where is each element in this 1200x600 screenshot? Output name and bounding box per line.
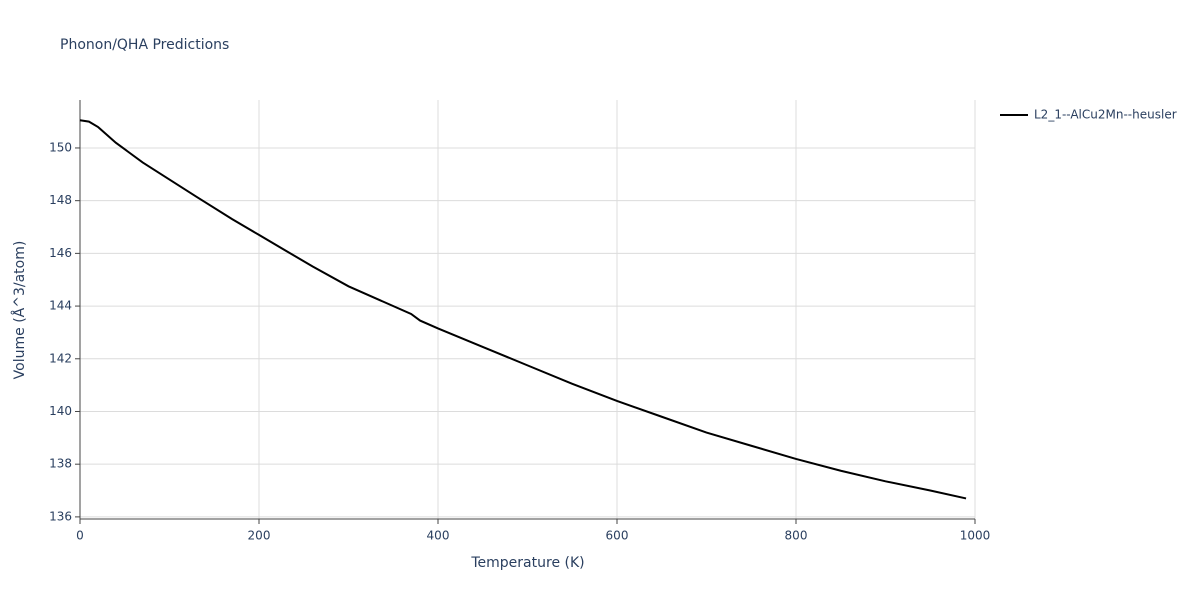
y-tick-label: 150 (49, 140, 72, 154)
x-tick-label: 600 (606, 529, 629, 543)
grid (75, 100, 976, 524)
x-tick-label: 200 (248, 529, 271, 543)
legend-label: L2_1--AlCu2Mn--heusler (1034, 108, 1177, 122)
x-tick-label: 800 (785, 529, 808, 543)
x-axis-label: Temperature (K) (470, 555, 584, 571)
plot (79, 119, 967, 500)
y-tick-label: 146 (49, 246, 72, 260)
chart-title: Phonon/QHA Predictions (60, 37, 229, 53)
y-tick-label: 142 (49, 351, 72, 365)
y-tick-label: 144 (49, 299, 72, 313)
y-tick-label: 138 (49, 457, 72, 471)
y-tick-label: 148 (49, 193, 72, 207)
x-tick-label: 1000 (960, 529, 991, 543)
series-line (79, 119, 967, 500)
y-tick-label: 136 (49, 509, 72, 523)
x-tick-label: 400 (427, 529, 450, 543)
y-axis-label: Volume (Å^3/atom) (11, 241, 28, 380)
x-tick-label: 0 (76, 529, 84, 543)
y-tick-label: 140 (49, 404, 72, 418)
